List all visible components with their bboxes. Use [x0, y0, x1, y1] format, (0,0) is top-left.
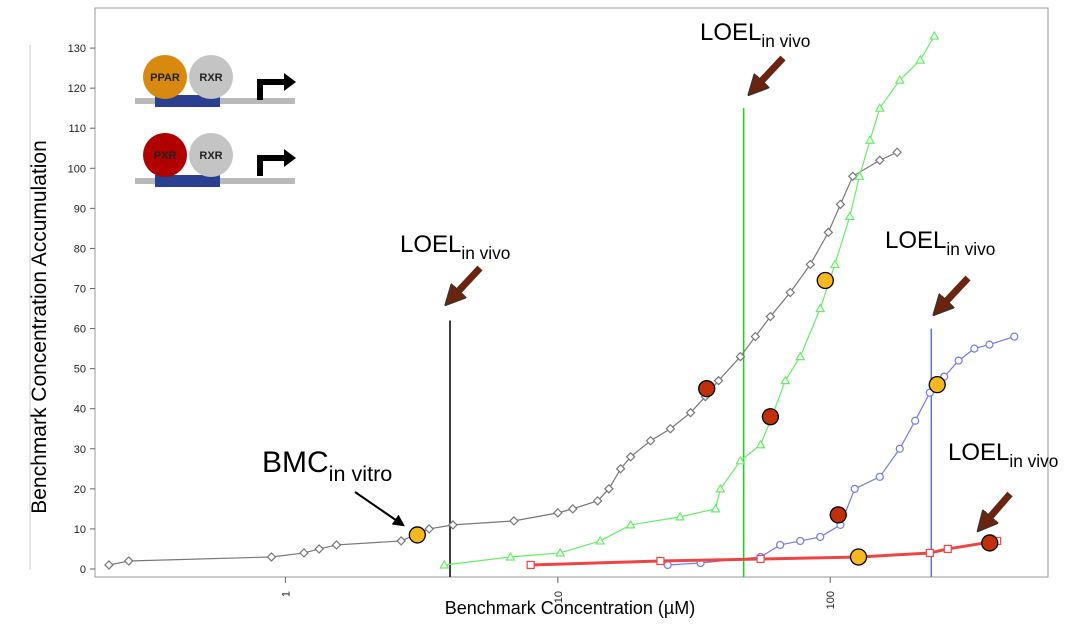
y-tick-label: 50 — [74, 364, 86, 376]
y-tick-label: 10 — [74, 524, 86, 536]
icon-label: RXR — [199, 72, 222, 84]
annotation-subscript: in vivo — [461, 243, 510, 263]
y-tick-label: 0 — [80, 564, 86, 576]
x-tick-label: 10 — [553, 591, 565, 603]
marker — [657, 557, 664, 564]
highlight-point — [409, 527, 425, 543]
y-tick-label: 60 — [74, 324, 86, 336]
y-tick-label: 40 — [74, 404, 86, 416]
y-tick-label: 80 — [74, 243, 86, 255]
marker — [944, 545, 951, 552]
y-tick-label: 130 — [68, 43, 86, 55]
annotation-subscript: in vivo — [1009, 451, 1058, 471]
page: {"chart_data": { "type": "line", "x_labe… — [0, 0, 1089, 624]
annotation-subscript: in vivo — [946, 239, 995, 259]
highlight-point — [929, 377, 945, 393]
y-tick-label: 110 — [68, 123, 86, 135]
annotation-subscript: in vitro — [329, 461, 393, 486]
annotation-subscript: in vivo — [761, 31, 810, 51]
x-axis-label: Benchmark Concentration (µM) — [445, 598, 695, 618]
y-tick-label: 20 — [74, 484, 86, 496]
annotation-text: LOEL — [700, 19, 761, 46]
marker — [757, 555, 764, 562]
highlight-point — [982, 535, 998, 551]
highlight-point — [851, 549, 867, 565]
marker — [986, 341, 993, 348]
marker — [527, 561, 534, 568]
marker — [971, 345, 978, 352]
x-tick-label: 1 — [280, 591, 292, 597]
highlight-point — [699, 381, 715, 397]
marker — [664, 561, 671, 568]
y-tick-label: 120 — [68, 83, 86, 95]
chart: Benchmark Concentration (µM) Benchmark C… — [0, 0, 1089, 624]
marker — [851, 485, 858, 492]
marker — [876, 473, 883, 480]
highlight-point — [830, 507, 846, 523]
y-axis-label: Benchmark Concentration Accumulation — [28, 140, 51, 514]
marker — [797, 537, 804, 544]
annotation-text: LOEL — [948, 439, 1009, 466]
annotation-text: BMC — [262, 446, 329, 479]
y-tick-label: 30 — [74, 444, 86, 456]
y-tick-label: 70 — [74, 283, 86, 295]
highlight-point — [817, 272, 833, 288]
highlight-point — [762, 409, 778, 425]
marker — [817, 533, 824, 540]
marker — [896, 445, 903, 452]
icon-label: RXR — [199, 150, 222, 162]
icon-label: PXR — [154, 150, 177, 162]
marker — [1011, 333, 1018, 340]
x-tick-label: 100 — [825, 591, 837, 609]
y-tick-label: 100 — [68, 163, 86, 175]
annotation-text: LOEL — [885, 227, 946, 254]
plot-frame — [95, 8, 1048, 577]
annotation-text: LOEL — [400, 231, 461, 258]
marker — [926, 549, 933, 556]
marker — [777, 541, 784, 548]
icon-label: PPAR — [150, 72, 180, 84]
y-tick-label: 90 — [74, 203, 86, 215]
marker — [912, 417, 919, 424]
marker — [955, 357, 962, 364]
